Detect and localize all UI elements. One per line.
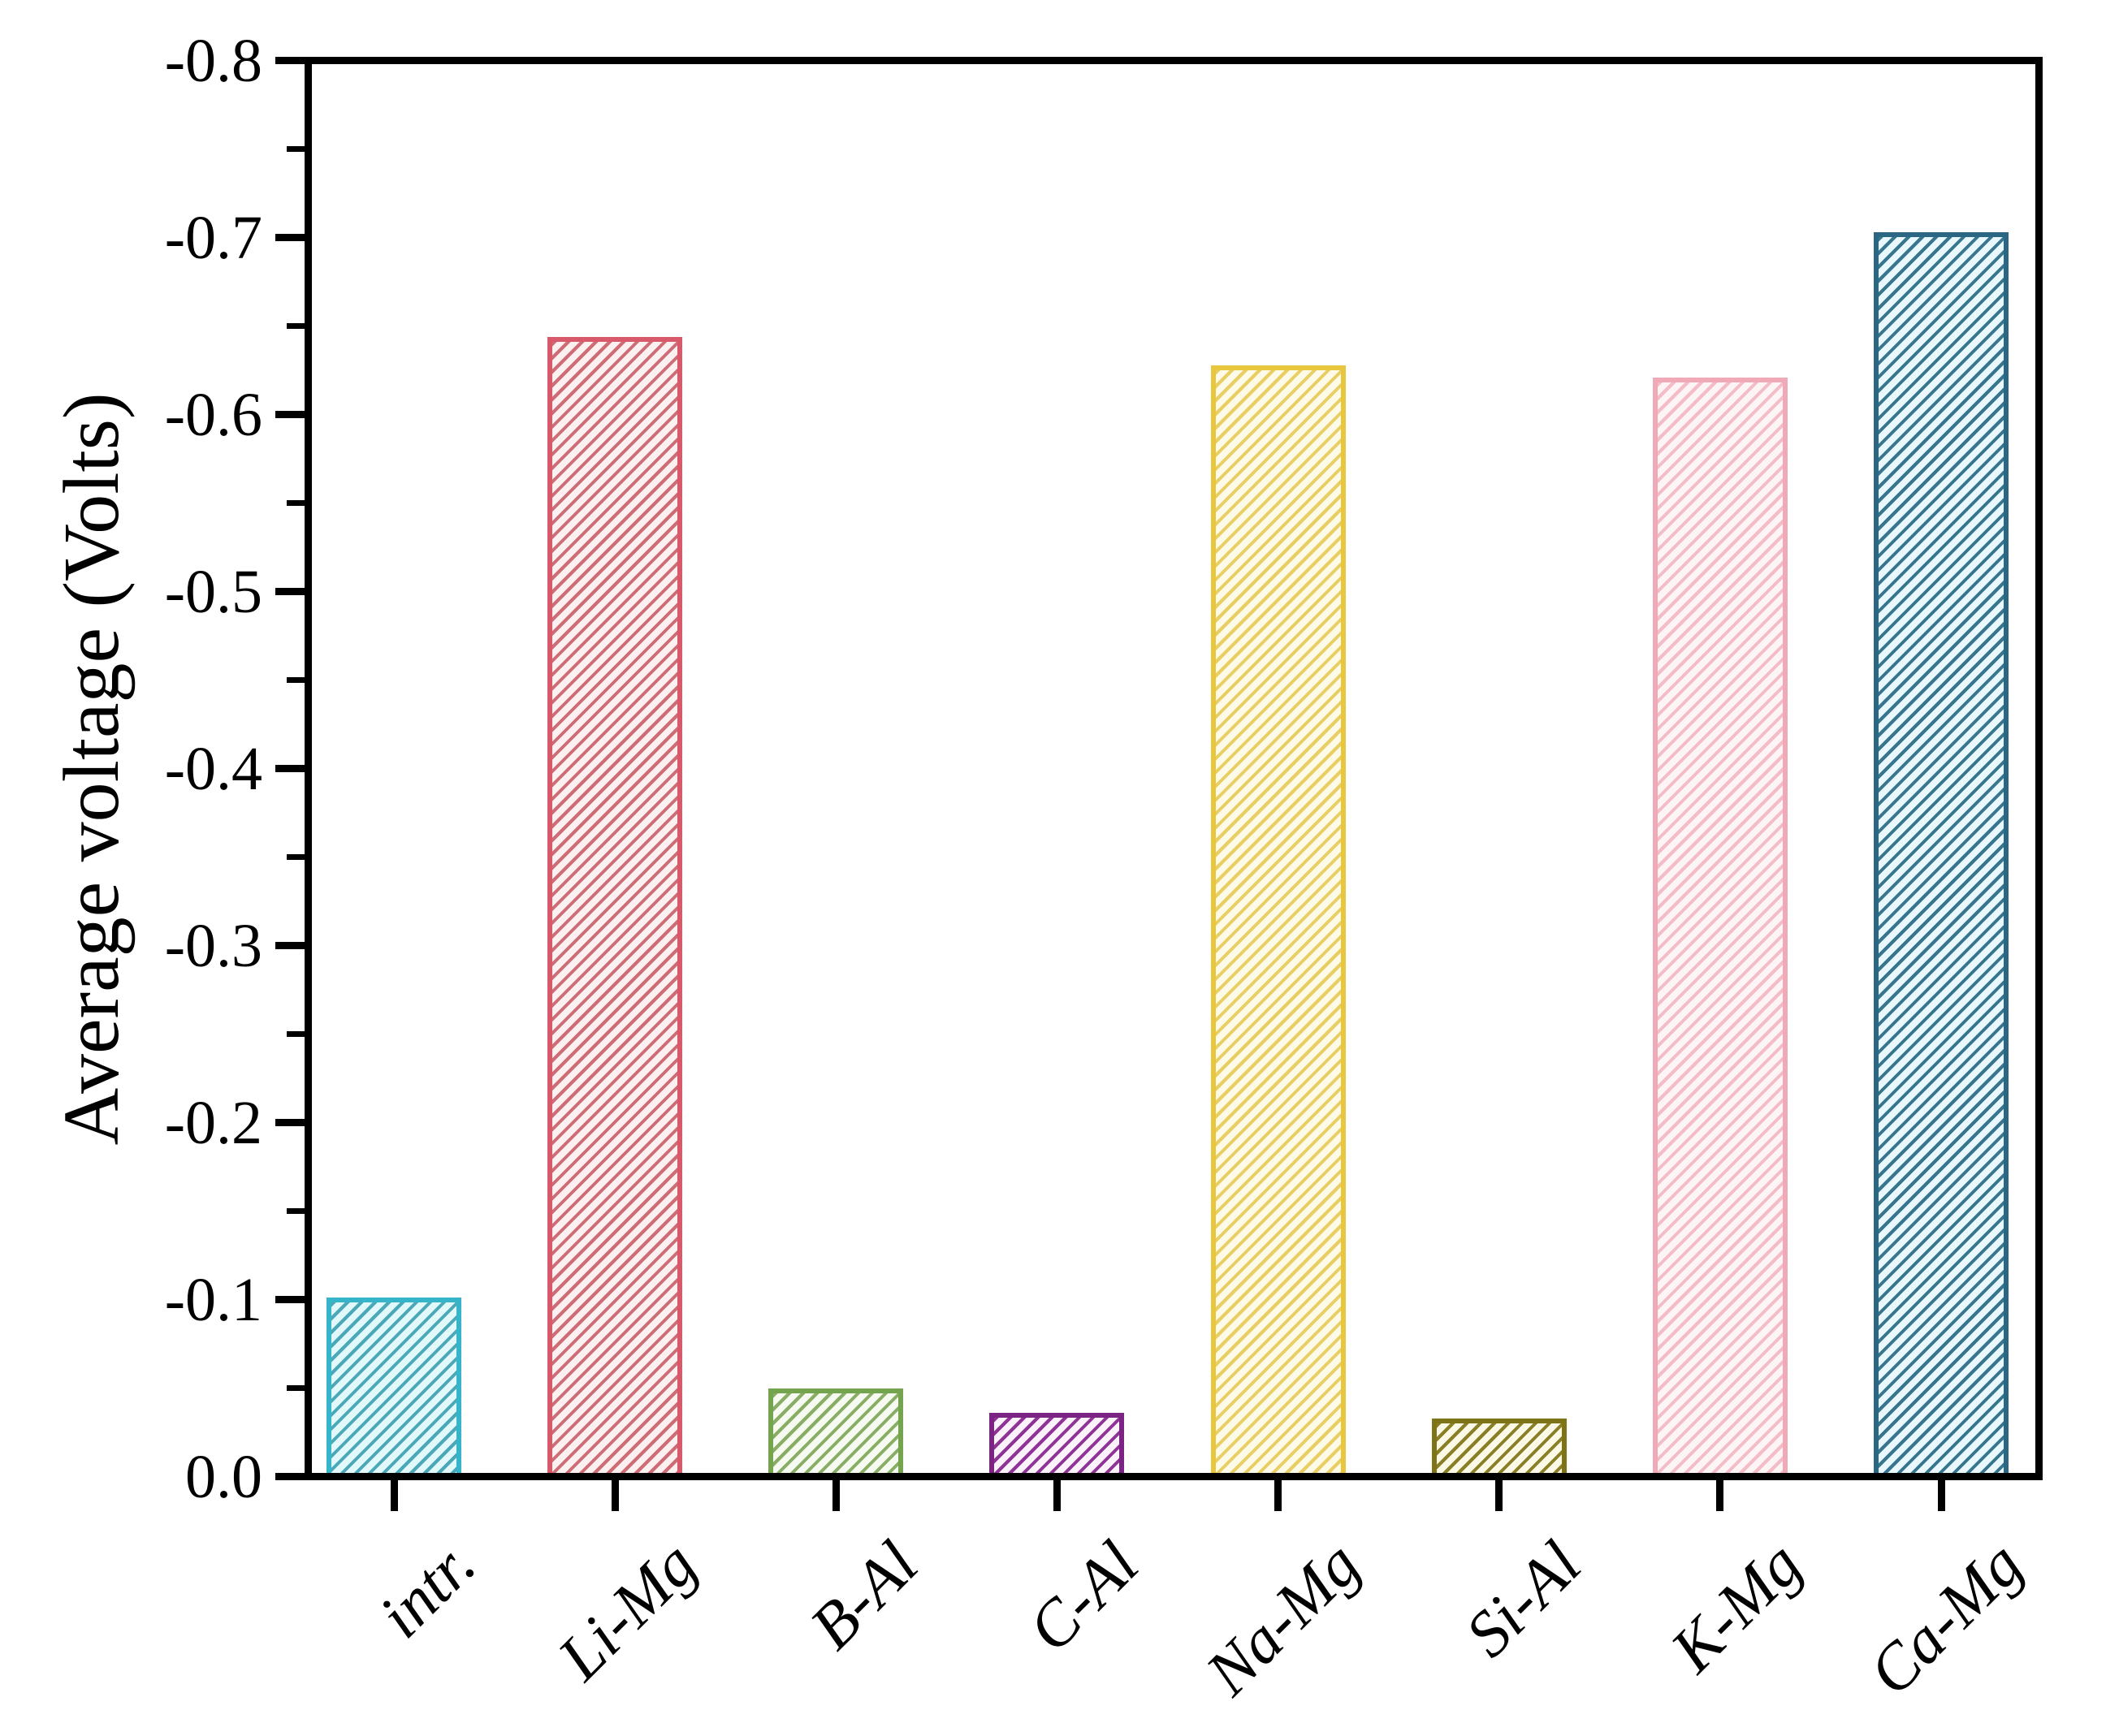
- x-tick: [611, 1480, 619, 1511]
- plot-area: Average voltage (Volts) -0.8 -0.7 -0.6 -0.5…: [48, 30, 2043, 1709]
- plot-border-top: [305, 57, 2043, 64]
- bar-li-mg: [547, 336, 683, 1480]
- y-major-tick: [275, 57, 305, 64]
- y-tick-label: -0.3: [164, 911, 262, 980]
- x-tick-label: Ca-Mg: [1855, 1528, 2037, 1709]
- bar-si-al: [1431, 1418, 1567, 1480]
- x-tick-label: C-Al: [1014, 1528, 1152, 1666]
- x-tick: [1495, 1480, 1503, 1511]
- bar-b-al: [768, 1388, 904, 1480]
- y-major-tick: [275, 942, 305, 949]
- y-tick-label: -0.7: [164, 203, 262, 272]
- y-major-tick: [275, 1473, 305, 1480]
- y-axis-title: Average voltage (Volts): [48, 391, 136, 1146]
- y-minor-tick: [287, 323, 305, 329]
- x-tick: [1716, 1480, 1724, 1511]
- y-axis-line: [305, 57, 312, 1480]
- y-major-tick: [275, 234, 305, 241]
- x-tick: [1937, 1480, 1945, 1511]
- y-major-tick: [275, 1296, 305, 1303]
- y-tick-label: 0.0: [185, 1442, 262, 1511]
- y-minor-tick: [287, 854, 305, 860]
- y-major-tick: [275, 1119, 305, 1126]
- y-minor-tick: [287, 1208, 305, 1214]
- bar-intr-: [326, 1298, 461, 1480]
- y-tick-label: -0.8: [164, 26, 262, 95]
- y-tick-label: -0.6: [164, 380, 262, 449]
- x-tick: [1053, 1480, 1061, 1511]
- y-tick-label: -0.5: [164, 557, 262, 626]
- bar-na-mg: [1210, 365, 1346, 1480]
- y-minor-tick: [287, 1031, 305, 1037]
- x-tick: [1274, 1480, 1282, 1511]
- x-tick-label: Li-Mg: [544, 1528, 711, 1694]
- y-minor-tick: [287, 677, 305, 683]
- y-minor-tick: [287, 146, 305, 152]
- x-tick-label: Si-Al: [1451, 1528, 1595, 1671]
- x-tick-label: intr.: [365, 1528, 490, 1652]
- x-tick-label: B-Al: [796, 1528, 932, 1664]
- y-major-tick: [275, 765, 305, 772]
- bar-ca-mg: [1874, 232, 2009, 1480]
- bar-c-al: [989, 1413, 1125, 1480]
- x-axis-line: [305, 1473, 2043, 1480]
- y-minor-tick: [287, 1385, 305, 1391]
- x-tick: [390, 1480, 398, 1511]
- x-tick-label: Na-Mg: [1192, 1528, 1374, 1709]
- x-tick: [832, 1480, 840, 1511]
- plot-border-right: [2035, 57, 2043, 1480]
- y-major-tick: [275, 411, 305, 418]
- y-minor-tick: [287, 500, 305, 506]
- y-tick-label: -0.2: [164, 1088, 262, 1157]
- y-tick-label: -0.4: [164, 734, 262, 803]
- y-major-tick: [275, 588, 305, 595]
- y-tick-label: -0.1: [164, 1265, 262, 1334]
- bar-k-mg: [1652, 377, 1788, 1480]
- x-tick-label: K-Mg: [1658, 1528, 1816, 1686]
